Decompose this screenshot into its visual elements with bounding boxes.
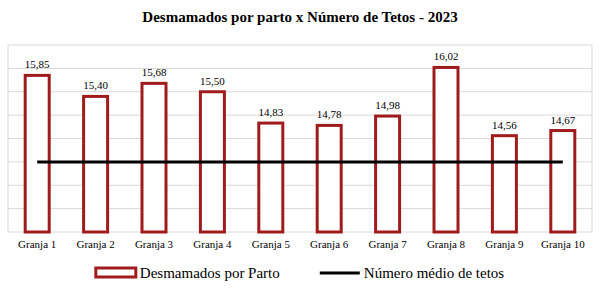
plot-area xyxy=(25,67,575,232)
legend-label: Desmamados por Parto xyxy=(140,265,280,281)
data-label: 14,67 xyxy=(550,114,575,126)
grid-line xyxy=(8,68,592,69)
data-label: 14,98 xyxy=(375,99,400,111)
data-label: 14,83 xyxy=(258,106,283,118)
x-tick-label: Granja 10 xyxy=(541,238,585,250)
data-label: 14,78 xyxy=(317,108,342,120)
data-label: 15,50 xyxy=(200,75,225,87)
data-label: 15,85 xyxy=(25,58,50,70)
axis-line xyxy=(592,45,593,232)
x-tick-label: Granja 7 xyxy=(369,238,408,250)
bar xyxy=(25,75,49,232)
x-tick-label: Granja 6 xyxy=(310,238,349,250)
legend-swatch xyxy=(96,268,136,277)
chart: Desmamados por parto x Número de Tetos -… xyxy=(0,0,600,290)
bar xyxy=(317,125,341,232)
x-tick-label: Granja 8 xyxy=(427,238,466,250)
bar xyxy=(259,123,283,232)
bar xyxy=(434,67,458,232)
grid-line xyxy=(8,45,592,46)
legend: Desmamados por Parto Número médio de teto… xyxy=(96,265,505,281)
data-label: 15,68 xyxy=(142,66,167,78)
legend-swatch xyxy=(320,272,360,275)
x-tick-label: Granja 1 xyxy=(18,238,56,250)
axis-line xyxy=(8,45,9,232)
data-label: 15,40 xyxy=(83,79,108,91)
x-tick-label: Granja 3 xyxy=(135,238,174,250)
bar xyxy=(551,131,575,232)
line xyxy=(37,160,563,163)
x-tick-label: Granja 2 xyxy=(77,238,115,250)
bar xyxy=(492,136,516,232)
x-tick-label: Granja 5 xyxy=(252,238,291,250)
x-tick-label: Granja 4 xyxy=(193,238,232,250)
grid-line xyxy=(8,161,592,162)
title: Desmamados por parto x Número de Tetos -… xyxy=(142,9,457,25)
legend-label: Número médio de tetos xyxy=(364,265,505,281)
data-label: 14,56 xyxy=(492,119,517,131)
data-label: 16,02 xyxy=(434,50,459,62)
bar xyxy=(142,83,166,232)
x-tick-label: Granja 9 xyxy=(485,238,524,250)
bar xyxy=(84,96,108,232)
bar xyxy=(376,116,400,232)
